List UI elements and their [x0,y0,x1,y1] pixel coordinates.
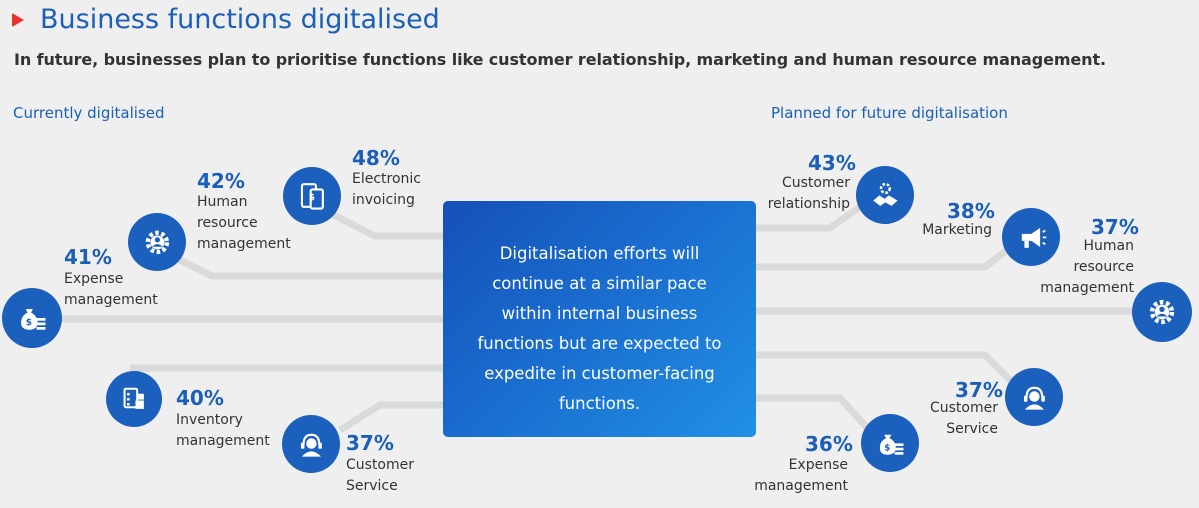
inventory-icon [106,371,162,427]
handshake-icon [856,166,914,224]
pct-expense-current: 41% [64,245,112,269]
planned-future-label: Planned for future digitalisation [771,104,1008,122]
label-expense-current: Expense management [64,271,158,308]
page-title: Business functions digitalised [40,4,440,35]
pct-marketing: 38% [947,199,995,223]
pct-expense-future: 36% [805,432,853,456]
label-expense-future: Expense management [754,457,848,494]
svg-text:$: $ [26,318,32,328]
money-bag-icon: $ [2,288,62,348]
pct-hr-future: 37% [1091,215,1139,239]
headset-icon [1005,368,1063,426]
pct-electronic-invoicing: 48% [352,146,400,170]
label-customer-service-current: Customer Service [346,457,415,494]
megaphone-icon [1002,208,1060,266]
connector-customer-service-current [338,401,446,433]
currently-digitalised-label: Currently digitalised [13,104,165,122]
pct-hr-current: 42% [197,169,245,193]
label-hr-current: Human resource management [197,194,291,252]
page-subtitle: In future, businesses plan to prioritise… [14,50,1106,69]
label-customer-relationship: Customer relationship [767,175,850,212]
label-marketing: Marketing [922,222,992,238]
invoice-icon: $ [283,167,341,225]
connector-customer-relationship [754,197,873,232]
label-inventory: Inventory management [176,412,270,449]
gear-person-icon [128,213,186,271]
label-electronic-invoicing: Electronic invoicing [352,171,422,208]
gear-person-icon [1132,282,1192,342]
connector-customer-service-future [754,351,1023,393]
svg-text:$: $ [884,443,890,453]
pct-customer-relationship: 43% [808,151,856,175]
pct-customer-service-future: 37% [955,378,1003,402]
connector-hr-current [170,252,446,280]
label-hr-future: Human resource management [1040,238,1134,296]
label-customer-service-future: Customer Service [929,400,998,437]
connector-invoicing [326,208,446,240]
pct-customer-service-current: 37% [346,431,394,455]
headset-icon [282,415,340,473]
center-summary-box: Digitalisation efforts will continue at … [443,201,756,437]
svg-text:$: $ [309,192,315,202]
title-marker-icon [12,13,24,27]
pct-inventory: 40% [176,386,224,410]
connector-marketing [754,237,1023,271]
money-bag-icon: $ [861,414,919,472]
